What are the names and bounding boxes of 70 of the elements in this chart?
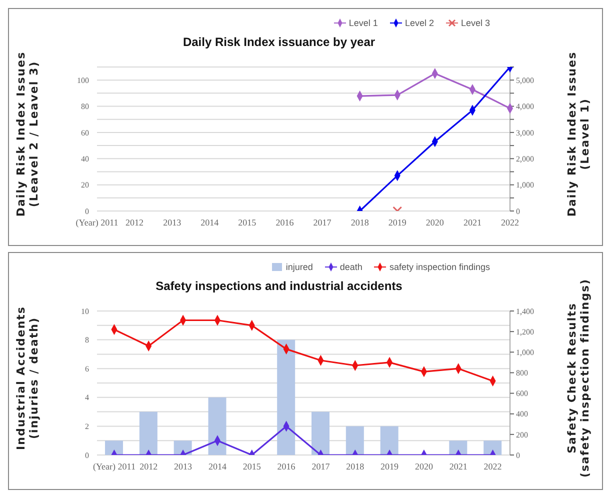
y-tick-label: 4 — [85, 393, 89, 402]
legend-label: Level 1 — [348, 17, 378, 29]
legend-label: Level 3 — [460, 17, 490, 29]
y2-axis-title: Daily Risk Index Issues (Leavel 1) — [566, 51, 592, 217]
chart-title: Safety inspections and industrial accidents — [154, 279, 404, 293]
x-tick-label: 2013 — [163, 217, 182, 228]
x-tick-label: 2014 — [200, 217, 220, 228]
bar — [312, 412, 330, 455]
y-tick-label: 8 — [85, 336, 89, 345]
x-tick-label: 2016 — [277, 461, 296, 472]
y2-tick-label: 3,000 — [516, 128, 534, 138]
y2-tick-label: 1,000 — [516, 348, 534, 357]
x-tick-label: 2021 — [463, 217, 482, 228]
legend-label: death — [338, 261, 362, 273]
bar — [277, 340, 296, 455]
y-tick-label: 2 — [85, 422, 89, 432]
y2-tick-label: 2,000 — [516, 154, 534, 164]
x-tick-label: (Year) 2011 — [92, 461, 136, 472]
y2-tick-label: 200 — [516, 430, 528, 440]
y-tick-label: 40 — [81, 154, 89, 164]
x-tick-label: 2022 — [484, 461, 502, 472]
bar — [139, 412, 158, 455]
y2-tick-label: 1,400 — [516, 306, 534, 316]
y-axis-title: Industrial Accidents (injuries / death) — [14, 306, 40, 450]
legend-label: safety inspection findings — [388, 261, 490, 273]
x-tick-label: 2020 — [426, 217, 444, 228]
x-tick-label: 2017 — [313, 217, 332, 228]
x-tick-label: 2017 — [312, 461, 330, 472]
x-tick-label: 2018 — [350, 217, 370, 228]
x-tick-label: 2019 — [388, 217, 407, 228]
y-axis-title: Daily Risk Index Issues (Leavel 2 / Leavel 3) — [14, 51, 40, 217]
y-tick-label: 0 — [85, 206, 89, 216]
bar — [208, 397, 226, 455]
y-tick-label: 100 — [77, 76, 89, 85]
y-tick-label: 0 — [85, 450, 89, 460]
x-tick-label: 2012 — [140, 461, 158, 472]
x-tick-label: 2012 — [126, 217, 144, 228]
y2-tick-label: 0 — [516, 206, 520, 216]
x-tick-label: 2022 — [501, 217, 519, 228]
y-tick-label: 80 — [81, 102, 89, 112]
y-tick-label: 20 — [81, 180, 89, 190]
y2-tick-label: 1,200 — [516, 327, 534, 336]
y2-tick-label: 5,000 — [516, 76, 534, 85]
bar — [346, 426, 364, 455]
y-tick-label: 6 — [85, 364, 89, 374]
x-tick-label: (Year) 2011 — [76, 217, 118, 228]
legend-label: injured — [284, 261, 313, 273]
x-tick-label: 2015 — [242, 461, 262, 472]
x-tick-label: 2018 — [346, 461, 365, 472]
chart-title: Daily Risk Index issuance by year — [182, 35, 376, 49]
y2-tick-label: 400 — [516, 410, 528, 419]
bar — [484, 440, 502, 455]
x-tick-label: 2015 — [238, 217, 257, 228]
x-tick-label: 2013 — [174, 461, 193, 472]
y-tick-label: 10 — [81, 306, 89, 316]
bar — [105, 440, 123, 455]
x-tick-label: 2014 — [208, 461, 227, 472]
x-tick-label: 2019 — [380, 461, 400, 472]
y2-tick-label: 800 — [516, 368, 528, 378]
y2-tick-label: 1,000 — [516, 180, 534, 190]
y2-tick-label: 600 — [516, 389, 528, 398]
x-tick-label: 2020 — [414, 461, 434, 472]
y2-tick-label: 4,000 — [516, 102, 534, 112]
y-tick-label: 60 — [81, 128, 89, 138]
x-tick-label: 2021 — [449, 461, 468, 472]
y2-tick-label: 0 — [516, 450, 520, 460]
y2-axis-title: Safety Check Results (safety inspection findings) — [566, 278, 592, 478]
legend-label: Level 2 — [404, 17, 434, 29]
bar — [380, 426, 398, 455]
x-tick-label: 2016 — [276, 217, 294, 228]
